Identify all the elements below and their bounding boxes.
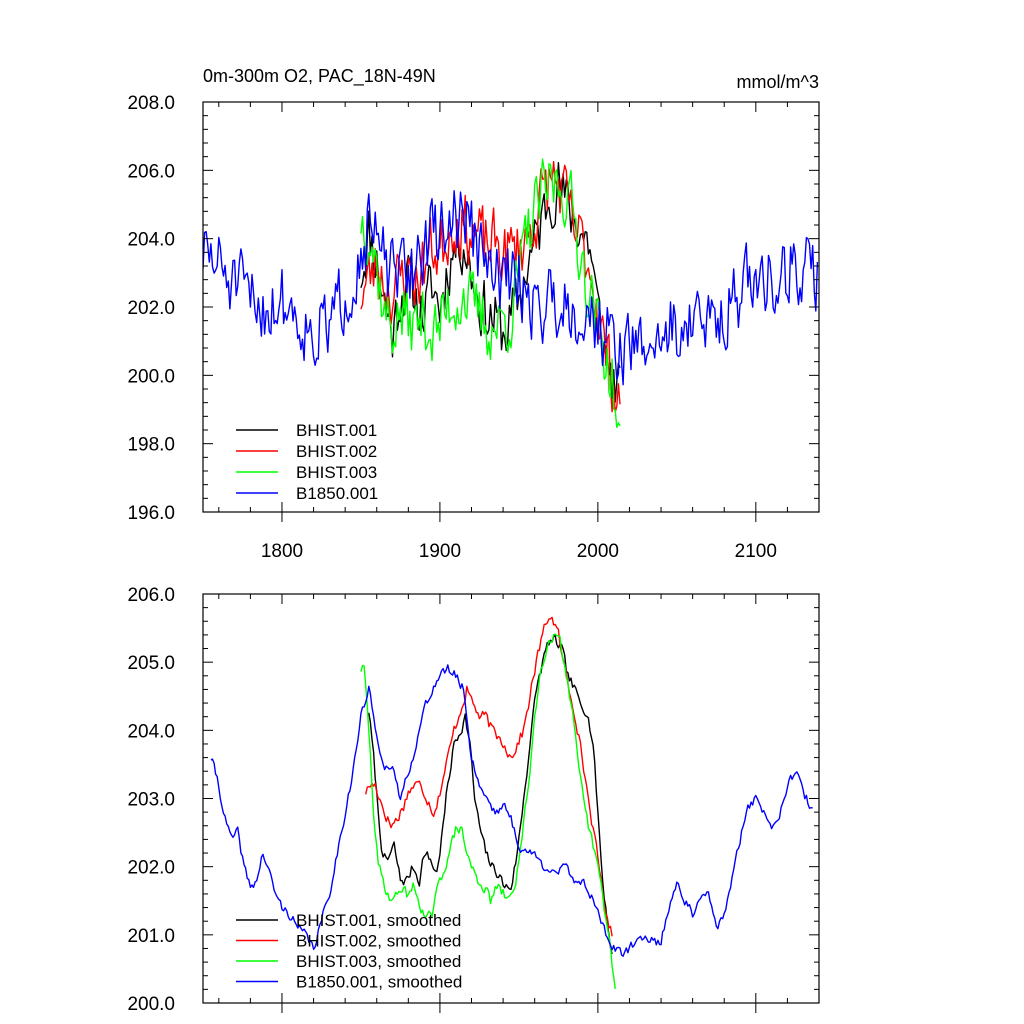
x-tick-label: 1900 <box>419 541 461 562</box>
series-line-0 <box>360 162 621 403</box>
top-chart: 0m-300m O2, PAC_18N-49N mmol/m^3 196.019… <box>127 66 820 562</box>
legend-label: BHIST.003, smoothed <box>296 952 461 971</box>
y-tick-label: 196.0 <box>127 503 175 524</box>
y-tick-label: 200.0 <box>127 994 175 1015</box>
legend-label: BHIST.001, smoothed <box>296 911 461 930</box>
series-line-3 <box>203 190 819 386</box>
chart-title: 0m-300m O2, PAC_18N-49N <box>203 66 436 87</box>
legend-label: BHIST.002, smoothed <box>296 932 461 951</box>
series-line-1 <box>365 616 613 937</box>
bottom-legend: BHIST.001, smoothed BHIST.002, smoothedBH… <box>236 911 462 992</box>
y-tick-label: 204.0 <box>127 721 175 742</box>
legend-label: BHIST.003 <box>296 463 377 482</box>
y-tick-label: 202.0 <box>127 298 175 319</box>
series-line-2 <box>360 158 621 429</box>
bottom-series-lines <box>210 616 813 989</box>
y-tick-label: 200.0 <box>127 366 175 387</box>
legend-label: BHIST.002 <box>296 442 377 461</box>
bottom-chart: 200.0 201.0 202.0 203.0 204.0 205.0 206.0 BHIS… <box>127 585 820 1015</box>
y-tick-label: 201.0 <box>127 926 175 947</box>
x-tick-label: 2100 <box>735 541 777 562</box>
legend-label: B1850.001, smoothed <box>296 973 462 992</box>
legend-label: BHIST.001 <box>296 421 377 440</box>
series-line-0 <box>368 634 613 955</box>
series-line-2 <box>360 633 616 989</box>
top-legend: BHIST.001 BHIST.002 BHIST.003 B1850.001 <box>236 421 378 503</box>
units-label: mmol/m^3 <box>737 72 819 92</box>
top-series-lines <box>203 158 819 429</box>
y-tick-label: 206.0 <box>127 585 175 606</box>
legend-label: B1850.001 <box>296 484 378 503</box>
x-tick-label: 1800 <box>261 541 303 562</box>
y-tick-label: 205.0 <box>127 653 175 674</box>
y-tick-label: 198.0 <box>127 435 175 456</box>
x-tick-label: 2000 <box>577 541 619 562</box>
series-line-1 <box>360 161 621 413</box>
y-tick-label: 202.0 <box>127 858 175 879</box>
bottom-axes: 200.0 201.0 202.0 203.0 204.0 205.0 206.0 <box>127 585 820 1015</box>
y-tick-label: 206.0 <box>127 161 175 182</box>
series-line-3 <box>210 664 813 957</box>
y-tick-label: 208.0 <box>127 93 175 114</box>
top-axes: 196.0 198.0 200.0 202.0 204.0 206.0 208.0 1800 1… <box>127 93 820 562</box>
y-tick-label: 203.0 <box>127 790 175 811</box>
y-tick-label: 204.0 <box>127 230 175 251</box>
